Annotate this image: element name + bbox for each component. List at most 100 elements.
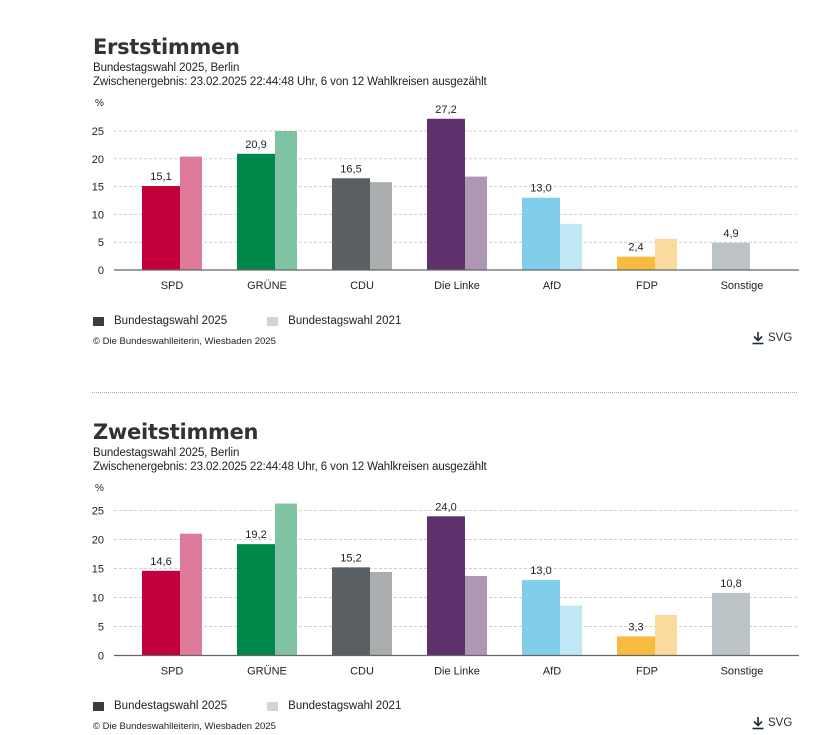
bar-2021-die-linke[interactable] xyxy=(465,576,487,656)
download-svg-button[interactable]: SVG xyxy=(752,716,792,730)
bar-2021-afd[interactable] xyxy=(560,605,582,656)
data-label: 13,0 xyxy=(530,183,551,195)
y-axis-unit-label: % xyxy=(95,98,104,109)
download-label: SVG xyxy=(768,717,793,729)
x-tick-label: CDU xyxy=(350,666,374,678)
bar-2025-die-linke[interactable] xyxy=(427,118,465,270)
data-label: 3,3 xyxy=(628,621,643,633)
download-svg-button[interactable]: SVG xyxy=(752,331,792,345)
data-label: 19,2 xyxy=(245,529,266,541)
download-label: SVG xyxy=(768,332,793,344)
zweitstimmen-chart: % 0 5 10 15 20 25 14,6 SPD 19,2 GRÜNE 15,2 CDU 24,0 Di… xyxy=(92,483,799,678)
bar-2021-die-linke[interactable] xyxy=(465,176,487,270)
y-tick-label: 20 xyxy=(92,535,104,547)
data-label: 16,5 xyxy=(340,163,361,175)
chart-status: Zwischenergebnis: 23.02.2025 22:44:48 Uh… xyxy=(93,76,487,88)
bar-2025-afd[interactable] xyxy=(522,580,560,656)
data-label: 10,8 xyxy=(720,578,741,590)
bar-2025-fdp[interactable] xyxy=(617,256,655,270)
legend-label-2025: Bundestagswahl 2025 xyxy=(114,315,228,327)
bar-2021-fdp[interactable] xyxy=(655,614,677,656)
bar-2025-fdp[interactable] xyxy=(617,636,655,656)
legend-swatch-2021 xyxy=(267,316,279,326)
x-tick-label: AfD xyxy=(543,666,561,678)
zweitstimmen-section: Zweitstimmen Bundestagswahl 2025, Berlin… xyxy=(0,385,819,735)
erststimmen-chart: % 0 5 10 15 20 25 15,1 SPD 20,9 GRÜNE 16,5 CDU 27,2 Di… xyxy=(92,98,799,292)
section-divider xyxy=(92,392,797,393)
data-label: 24,0 xyxy=(435,501,456,513)
y-axis-unit-label: % xyxy=(95,483,104,494)
y-tick-label: 25 xyxy=(92,126,104,138)
data-label: 27,2 xyxy=(435,104,456,116)
chart-title: Zweitstimmen xyxy=(93,420,259,444)
bar-2025-die-linke[interactable] xyxy=(427,516,465,656)
copyright-note: © Die Bundeswahlleiterin, Wiesbaden 2025 xyxy=(93,336,276,347)
bar-2025-grüne[interactable] xyxy=(237,153,275,270)
bar-2021-grüne[interactable] xyxy=(275,131,297,270)
bar-2025-spd[interactable] xyxy=(142,186,180,270)
data-label: 20,9 xyxy=(245,139,266,151)
legend-swatch-2025 xyxy=(93,316,104,326)
bar-2021-cdu[interactable] xyxy=(370,571,392,656)
y-tick-label: 0 xyxy=(98,651,104,663)
x-tick-label: CDU xyxy=(350,280,374,292)
bar-2025-cdu[interactable] xyxy=(332,567,370,656)
bar-2025-spd[interactable] xyxy=(142,570,180,656)
legend-label-2021: Bundestagswahl 2021 xyxy=(288,315,402,327)
chart-status: Zwischenergebnis: 23.02.2025 22:44:48 Uh… xyxy=(93,461,487,473)
legend-item-2021: Bundestagswahl 2021 xyxy=(267,700,401,712)
y-tick-label: 0 xyxy=(98,265,104,277)
x-tick-label: SPD xyxy=(161,280,184,292)
bar-2021-cdu[interactable] xyxy=(370,182,392,270)
data-label: 13,0 xyxy=(530,565,551,577)
y-tick-label: 10 xyxy=(92,593,104,605)
y-tick-label: 25 xyxy=(92,506,104,518)
erststimmen-section: Erststimmen Bundestagswahl 2025, Berlin … xyxy=(92,35,799,347)
legend-label-2021: Bundestagswahl 2021 xyxy=(288,700,402,712)
x-tick-label: SPD xyxy=(161,666,184,678)
bar-2025-sonstige[interactable] xyxy=(712,242,750,270)
data-label: 2,4 xyxy=(628,242,643,254)
y-tick-label: 5 xyxy=(98,237,104,249)
bar-2025-sonstige[interactable] xyxy=(712,592,750,656)
y-tick-label: 15 xyxy=(92,564,104,576)
legend-item-2025: Bundestagswahl 2025 xyxy=(93,315,227,327)
chart-subtitle: Bundestagswahl 2025, Berlin xyxy=(93,62,240,74)
legend-swatch-2021 xyxy=(267,701,279,711)
legend-item-2021: Bundestagswahl 2021 xyxy=(267,315,401,327)
copyright-note: © Die Bundeswahlleiterin, Wiesbaden 2025 xyxy=(93,721,276,732)
legend-label-2025: Bundestagswahl 2025 xyxy=(114,700,228,712)
bar-2021-spd[interactable] xyxy=(180,533,202,656)
bar-2025-cdu[interactable] xyxy=(332,178,370,270)
y-tick-label: 5 xyxy=(98,622,104,634)
bar-2021-spd[interactable] xyxy=(180,156,202,270)
x-tick-label: GRÜNE xyxy=(247,280,287,292)
chart-legend: Bundestagswahl 2025 Bundestagswahl 2021 xyxy=(93,315,441,327)
legend-item-2025: Bundestagswahl 2025 xyxy=(93,700,227,712)
x-tick-label: Die Linke xyxy=(434,280,480,292)
download-icon xyxy=(752,332,764,345)
data-label: 15,2 xyxy=(340,552,361,564)
data-label: 14,6 xyxy=(150,556,171,568)
y-tick-label: 15 xyxy=(92,182,104,194)
x-tick-label: Sonstige xyxy=(721,280,764,292)
chart-title: Erststimmen xyxy=(93,35,240,59)
bar-2025-grüne[interactable] xyxy=(237,544,275,656)
x-tick-label: FDP xyxy=(636,280,658,292)
y-tick-label: 20 xyxy=(92,154,104,166)
bar-2025-afd[interactable] xyxy=(522,197,560,270)
x-tick-label: Die Linke xyxy=(434,666,480,678)
chart-subtitle: Bundestagswahl 2025, Berlin xyxy=(93,447,240,459)
x-tick-label: AfD xyxy=(543,280,561,292)
x-tick-label: GRÜNE xyxy=(247,666,287,678)
bar-2021-grüne[interactable] xyxy=(275,503,297,656)
data-label: 15,1 xyxy=(150,171,171,183)
x-tick-label: Sonstige xyxy=(721,666,764,678)
bar-2021-afd[interactable] xyxy=(560,223,582,270)
chart-legend: Bundestagswahl 2025 Bundestagswahl 2021 xyxy=(93,700,441,712)
download-icon xyxy=(752,717,764,730)
x-tick-label: FDP xyxy=(636,666,658,678)
bar-2021-fdp[interactable] xyxy=(655,238,677,270)
data-label: 4,9 xyxy=(723,228,738,240)
y-tick-label: 10 xyxy=(92,209,104,221)
